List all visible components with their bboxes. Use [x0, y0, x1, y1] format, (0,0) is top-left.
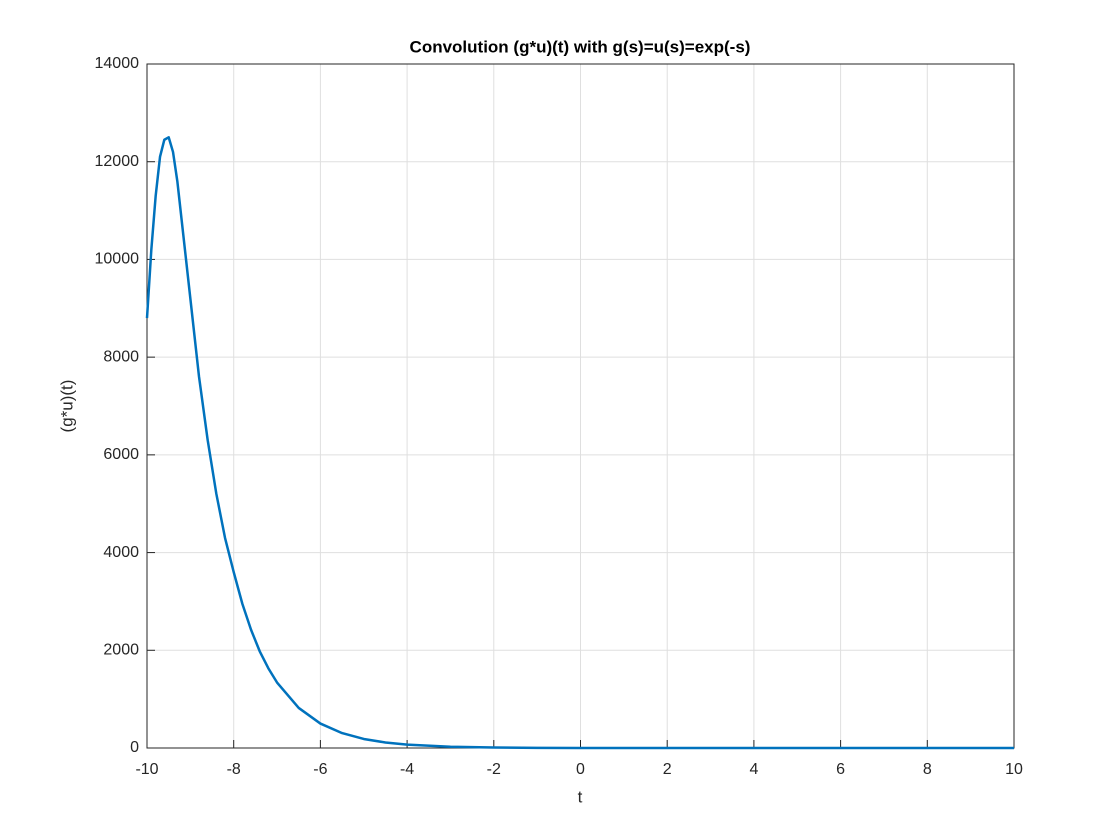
x-tick-label: -8	[227, 761, 241, 778]
x-axis-label: t	[578, 787, 583, 806]
y-tick-label: 12000	[95, 153, 140, 170]
y-tick-label: 2000	[103, 642, 139, 659]
x-tick-label: -6	[313, 761, 327, 778]
y-tick-label: 6000	[103, 446, 139, 463]
x-tick-label: 8	[923, 761, 932, 778]
x-tick-label: -2	[487, 761, 501, 778]
chart-title: Convolution (g*u)(t) with g(s)=u(s)=exp(…	[410, 37, 751, 56]
data-line	[145, 136, 1014, 750]
y-tick-label: 4000	[103, 544, 139, 561]
x-tick-label: -4	[400, 761, 414, 778]
x-tick-label: 0	[576, 761, 585, 778]
y-axis-label: (g*u)(t)	[57, 380, 76, 433]
y-tick-label: 0	[130, 739, 139, 756]
y-tick-label: 8000	[103, 348, 139, 365]
x-tick-label: 6	[836, 761, 845, 778]
x-tick-label: 2	[663, 761, 672, 778]
x-tick-label: -10	[135, 761, 158, 778]
x-tick-label: 10	[1005, 761, 1023, 778]
y-tick-label: 14000	[95, 55, 140, 72]
y-tick-label: 10000	[95, 251, 140, 268]
x-tick-label: 4	[749, 761, 758, 778]
